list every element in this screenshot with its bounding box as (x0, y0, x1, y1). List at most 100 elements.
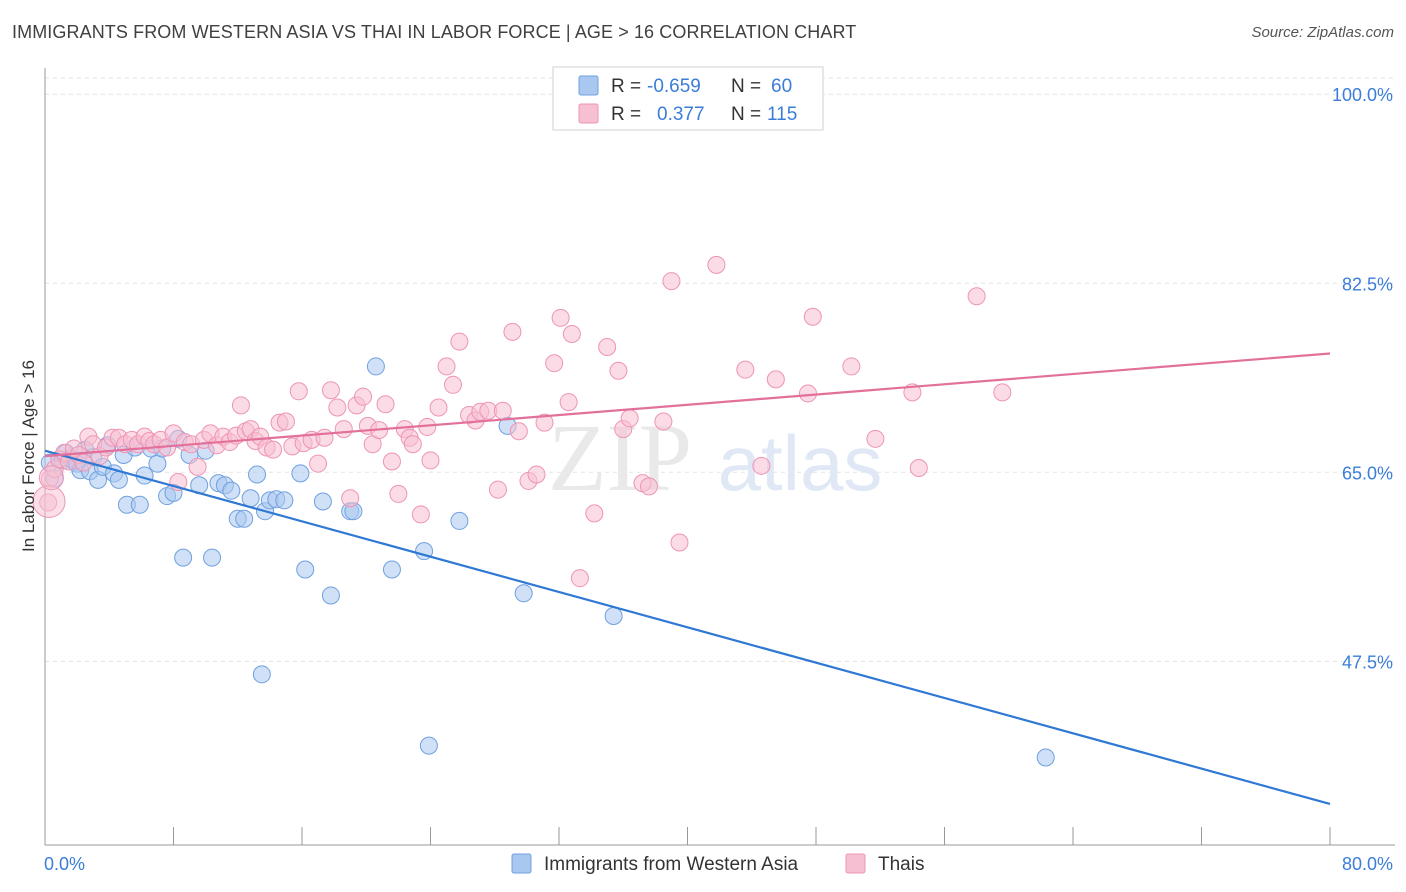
point-thais (289, 382, 308, 401)
legend-r-value-1: -0.659 (647, 76, 701, 97)
point-thais (264, 440, 283, 459)
point-thais (866, 429, 885, 448)
tick-labels: 100.0% 82.5% 65.0% 47.5% 0.0% 80.0% (44, 85, 1393, 874)
legend-swatch-western-asia (511, 853, 532, 874)
point-thais (421, 451, 440, 470)
point-western-asia (174, 548, 193, 567)
y-tick-label: 82.5% (1342, 274, 1393, 294)
point-western-asia (450, 511, 469, 530)
source-label: Source: ZipAtlas.com (1251, 24, 1394, 41)
legend-swatch-pink (578, 103, 599, 124)
point-thais (328, 398, 347, 417)
y-axis-label: In Labor Force | Age > 16 (19, 360, 38, 552)
point-thais (670, 533, 689, 552)
point-thais (429, 398, 448, 417)
legend-swatch-thais (845, 853, 866, 874)
point-thais (309, 454, 328, 473)
point-thais (276, 412, 295, 431)
point-thais (341, 489, 360, 508)
point-thais (535, 413, 554, 432)
trend-lines (44, 352, 1331, 806)
point-thais (545, 354, 564, 373)
point-thais (450, 332, 469, 351)
point-western-asia (296, 560, 315, 579)
point-western-asia (109, 470, 128, 489)
point-thais (321, 381, 340, 400)
point-thais (736, 360, 755, 379)
point-western-asia (419, 736, 438, 755)
point-western-asia (291, 464, 310, 483)
legend-label-western-asia: Immigrants from Western Asia (544, 854, 799, 875)
point-western-asia (366, 357, 385, 376)
point-thais (503, 322, 522, 341)
point-western-asia (203, 548, 222, 567)
point-western-asia (222, 481, 241, 500)
point-thais (334, 420, 353, 439)
chart-title: IMMIGRANTS FROM WESTERN ASIA VS THAI IN … (12, 22, 857, 42)
point-western-asia (514, 584, 533, 603)
point-thais (382, 452, 401, 471)
point-western-asia (148, 454, 167, 473)
point-western-asia (248, 465, 267, 484)
legend-n-value-2: 115 (767, 104, 797, 125)
point-thais-cluster (38, 465, 64, 491)
legend-r-value-2: 0.377 (657, 104, 705, 125)
point-thais (639, 477, 658, 496)
point-western-asia (252, 665, 271, 684)
grid-lines (45, 77, 1395, 662)
point-thais (403, 435, 422, 454)
point-thais (562, 325, 581, 344)
point-thais (967, 287, 986, 306)
point-western-asia (241, 489, 260, 508)
point-western-asia (604, 606, 623, 625)
series-legend: Immigrants from Western Asia Thais (511, 853, 924, 875)
point-thais (909, 458, 928, 477)
point-thais (509, 422, 528, 441)
legend-n-label-2: N = (731, 104, 761, 125)
point-thais (570, 569, 589, 588)
point-western-asia (275, 491, 294, 510)
point-thais (766, 370, 785, 389)
correlation-legend: R = -0.659 N = 60 R = 0.377 N = 115 (552, 66, 824, 131)
point-thais (842, 357, 861, 376)
point-thais (437, 357, 456, 376)
point-thais (354, 387, 373, 406)
point-thais (527, 465, 546, 484)
point-thais (488, 480, 507, 499)
point-western-asia (130, 495, 149, 514)
y-tick-label: 47.5% (1342, 652, 1393, 672)
point-thais (376, 395, 395, 414)
point-thais (389, 484, 408, 503)
point-thais (411, 505, 430, 524)
watermark: ZIP atlas (548, 404, 882, 511)
point-western-asia (321, 586, 340, 605)
legend-label-thais: Thais (878, 854, 924, 875)
point-thais (662, 272, 681, 291)
point-western-asia (382, 560, 401, 579)
legend-swatch-blue (578, 75, 599, 96)
point-thais (551, 308, 570, 327)
y-tick-label: 100.0% (1332, 85, 1393, 105)
y-tick-label: 65.0% (1342, 463, 1393, 483)
point-thais (752, 456, 771, 475)
legend-r-label-1: R = (611, 76, 641, 97)
point-thais (493, 401, 512, 420)
point-western-asia (235, 509, 254, 528)
legend-n-label-1: N = (731, 76, 761, 97)
legend-n-value-1: 60 (771, 76, 792, 97)
point-thais (654, 412, 673, 431)
point-thais (585, 504, 604, 523)
point-thais (993, 383, 1012, 402)
x-tick-label: 0.0% (44, 854, 85, 874)
point-thais (598, 337, 617, 356)
point-thais (188, 457, 207, 476)
point-thais (443, 375, 462, 394)
point-thais (803, 307, 822, 326)
point-thais (609, 361, 628, 380)
point-thais (620, 409, 639, 428)
trend-line-thais (44, 352, 1331, 458)
point-thais (707, 255, 726, 274)
watermark-atlas: atlas (718, 419, 883, 507)
point-thais (798, 384, 817, 403)
